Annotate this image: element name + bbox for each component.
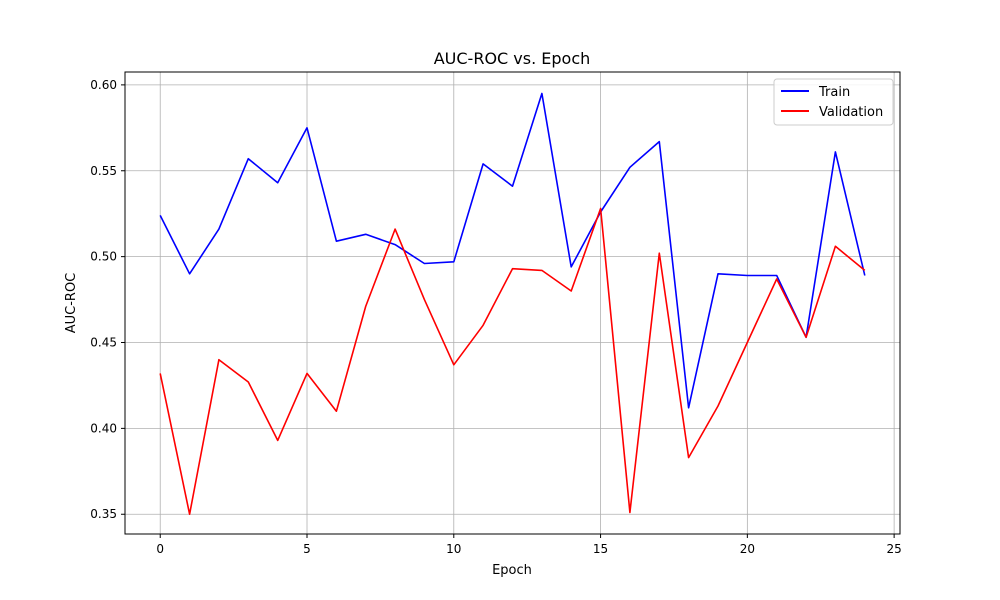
y-axis-label: AUC-ROC — [64, 273, 79, 334]
legend: Train Validation — [773, 78, 894, 126]
legend-label-validation: Validation — [819, 105, 883, 120]
x-tick-label: 5 — [303, 542, 311, 556]
plot-frame — [124, 71, 901, 535]
y-tick-label: 0.55 — [90, 164, 117, 178]
chart-title: AUC-ROC vs. Epoch — [434, 49, 591, 68]
series-lines — [159, 92, 866, 516]
grid-lines — [125, 72, 900, 534]
y-tick-label: 0.35 — [90, 507, 117, 521]
y-tick-label: 0.40 — [90, 421, 117, 435]
x-axis-ticks: 0 5 10 15 20 25 — [156, 534, 902, 556]
y-tick-label: 0.45 — [90, 336, 117, 350]
x-tick-label: 10 — [446, 542, 461, 556]
x-tick-label: 20 — [740, 542, 755, 556]
x-axis-label: Epoch — [492, 563, 532, 578]
x-tick-label: 15 — [593, 542, 608, 556]
legend-label-train: Train — [818, 85, 850, 100]
x-tick-label: 25 — [886, 542, 901, 556]
series-line-train — [159, 92, 866, 409]
series-line-validation — [159, 207, 866, 516]
x-tick-label: 0 — [156, 542, 164, 556]
y-tick-label: 0.60 — [90, 78, 117, 92]
y-tick-label: 0.50 — [90, 250, 117, 264]
y-axis-ticks: 0.35 0.40 0.45 0.50 0.55 0.60 — [90, 78, 125, 521]
